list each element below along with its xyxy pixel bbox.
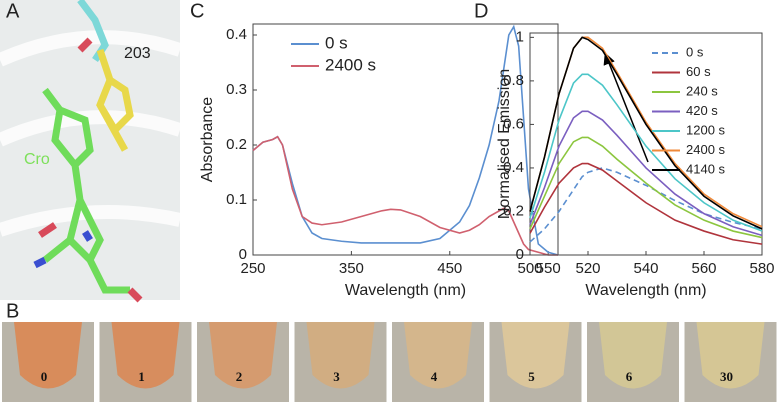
legend-label: 420 s xyxy=(686,103,718,118)
tube xyxy=(306,322,375,389)
trend-arrow xyxy=(603,52,649,163)
x-tick-label: 550 xyxy=(536,260,561,277)
tube xyxy=(14,322,82,389)
tube xyxy=(599,322,667,389)
x-tick-label: 560 xyxy=(691,260,716,277)
plot-frame xyxy=(529,32,763,256)
data-line xyxy=(529,73,763,232)
residue-label: Cro xyxy=(24,151,50,168)
tube xyxy=(209,322,277,389)
residue-label: 203 xyxy=(124,45,151,62)
data-line xyxy=(252,135,558,256)
structure-image xyxy=(0,0,183,303)
legend-label: 60 s xyxy=(686,64,711,79)
panel-label: A xyxy=(6,0,20,22)
legend-label: 2400 s xyxy=(325,55,376,74)
legend-label: 0 s xyxy=(686,44,704,59)
y-axis-label: Normalised Emission xyxy=(496,69,513,219)
legend-label: 4140 s xyxy=(686,161,726,176)
y-tick-label: 0 xyxy=(516,246,524,263)
panel-label: B xyxy=(6,300,19,322)
x-axis-label: Wavelength (nm) xyxy=(345,282,466,299)
y-axis-label: Absorbance xyxy=(199,97,216,182)
photo-label: 30 xyxy=(720,369,733,384)
panel-label: C xyxy=(190,0,204,22)
photo-label: 6 xyxy=(626,369,633,384)
y-tick-label: 0.2 xyxy=(226,136,247,153)
photo-label: 5 xyxy=(528,369,535,384)
tube xyxy=(404,322,472,389)
photo-label: 0 xyxy=(41,369,48,384)
photo-label: 4 xyxy=(431,369,438,384)
legend-label: 0 s xyxy=(325,33,348,52)
x-tick-label: 450 xyxy=(437,260,462,277)
plot-frame xyxy=(252,23,559,256)
y-tick-label: 0.4 xyxy=(503,159,524,176)
photo-label: 1 xyxy=(138,369,145,384)
tube xyxy=(501,322,570,389)
x-axis-label: Wavelength (nm) xyxy=(585,282,706,299)
y-tick-label: 0.8 xyxy=(503,72,524,89)
x-tick-label: 500 xyxy=(517,260,542,277)
data-line xyxy=(529,136,763,239)
x-tick-label: 580 xyxy=(749,260,774,277)
y-tick-label: 0 xyxy=(239,246,247,263)
x-tick-label: 520 xyxy=(575,260,600,277)
y-tick-label: 0.4 xyxy=(226,26,247,43)
panel-label: D xyxy=(474,0,488,22)
y-tick-label: 0.2 xyxy=(503,202,524,219)
data-line xyxy=(529,162,763,245)
tube xyxy=(111,322,180,389)
legend-label: 1200 s xyxy=(686,122,726,137)
x-tick-label: 350 xyxy=(339,260,364,277)
data-line xyxy=(529,36,763,230)
photo-label: 2 xyxy=(236,369,243,384)
x-tick-label: 540 xyxy=(633,260,658,277)
data-line xyxy=(252,24,559,256)
photo-label: 3 xyxy=(333,369,340,384)
tube xyxy=(696,322,765,389)
photo-strip: 0 1 2 3 4 5 6 30 xyxy=(2,322,777,402)
legend-label: 2400 s xyxy=(686,142,726,157)
y-tick-label: 1 xyxy=(516,28,524,45)
y-tick-label: 0.3 xyxy=(226,81,247,98)
legend-label: 240 s xyxy=(686,83,718,98)
y-tick-label: 0.6 xyxy=(503,115,524,132)
data-line xyxy=(529,110,763,237)
data-line xyxy=(529,167,763,243)
data-line xyxy=(529,36,763,228)
x-tick-label: 250 xyxy=(240,260,265,277)
y-tick-label: 0.1 xyxy=(226,191,247,208)
